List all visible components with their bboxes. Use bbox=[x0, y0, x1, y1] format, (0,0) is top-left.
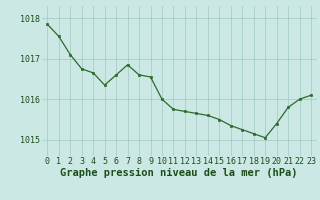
X-axis label: Graphe pression niveau de la mer (hPa): Graphe pression niveau de la mer (hPa) bbox=[60, 168, 298, 178]
